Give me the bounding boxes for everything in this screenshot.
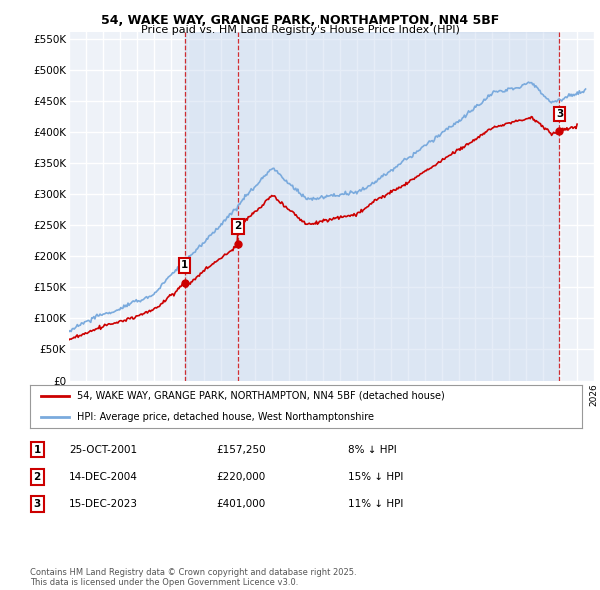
Text: 8% ↓ HPI: 8% ↓ HPI: [348, 445, 397, 454]
Text: HPI: Average price, detached house, West Northamptonshire: HPI: Average price, detached house, West…: [77, 412, 374, 422]
Text: 2: 2: [234, 221, 241, 231]
Text: 11% ↓ HPI: 11% ↓ HPI: [348, 499, 403, 509]
Text: 54, WAKE WAY, GRANGE PARK, NORTHAMPTON, NN4 5BF (detached house): 54, WAKE WAY, GRANGE PARK, NORTHAMPTON, …: [77, 391, 445, 401]
Text: 25-OCT-2001: 25-OCT-2001: [69, 445, 137, 454]
Text: 3: 3: [556, 109, 563, 119]
Bar: [185, 32, 559, 381]
Text: Price paid vs. HM Land Registry's House Price Index (HPI): Price paid vs. HM Land Registry's House …: [140, 25, 460, 35]
Text: Contains HM Land Registry data © Crown copyright and database right 2025.
This d: Contains HM Land Registry data © Crown c…: [30, 568, 356, 587]
Text: 3: 3: [34, 499, 41, 509]
Text: 15% ↓ HPI: 15% ↓ HPI: [348, 472, 403, 481]
Text: £401,000: £401,000: [216, 499, 265, 509]
Text: 1: 1: [181, 260, 188, 270]
Text: 54, WAKE WAY, GRANGE PARK, NORTHAMPTON, NN4 5BF: 54, WAKE WAY, GRANGE PARK, NORTHAMPTON, …: [101, 14, 499, 27]
Text: £220,000: £220,000: [216, 472, 265, 481]
Text: 14-DEC-2004: 14-DEC-2004: [69, 472, 138, 481]
Text: 2: 2: [34, 472, 41, 481]
Text: £157,250: £157,250: [216, 445, 266, 454]
Text: 1: 1: [34, 445, 41, 454]
Text: 15-DEC-2023: 15-DEC-2023: [69, 499, 138, 509]
